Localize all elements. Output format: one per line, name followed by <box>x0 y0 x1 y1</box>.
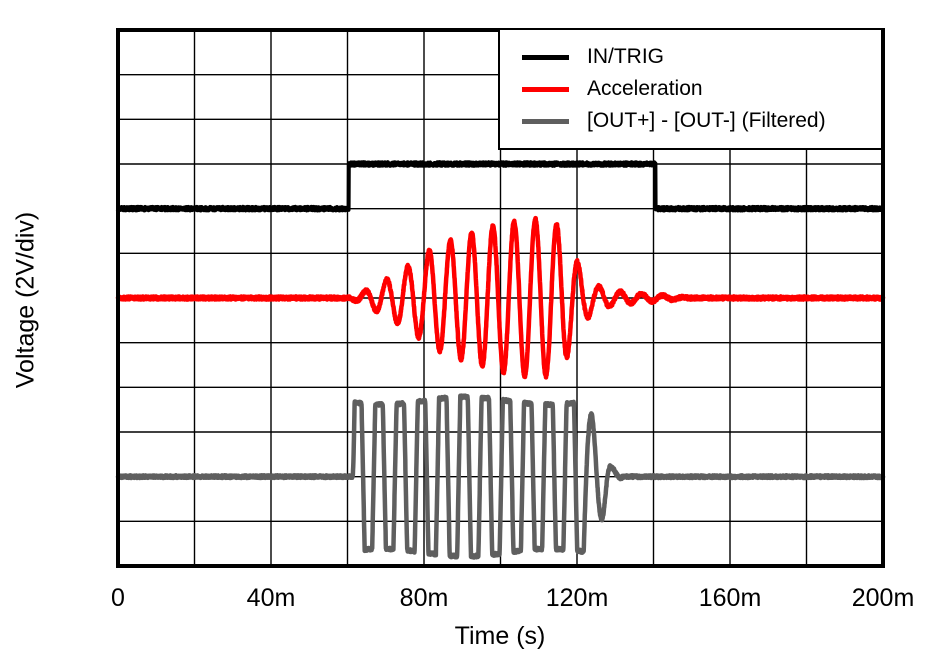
legend-item: [OUT+] - [OUT-] (Filtered) <box>522 108 881 134</box>
legend: IN/TRIG Acceleration [OUT+] - [OUT-] (Filt… <box>498 28 883 150</box>
trace-acceleration <box>115 215 886 380</box>
legend-line-swatch <box>522 54 569 60</box>
legend-line-swatch <box>522 118 569 124</box>
trace-in-trig <box>116 160 885 213</box>
trace--out-out-filtered- <box>115 393 886 560</box>
legend-item: Acceleration <box>522 76 881 102</box>
legend-label: Acceleration <box>587 77 703 100</box>
legend-line-swatch <box>522 86 569 92</box>
legend-item: IN/TRIG <box>522 44 881 70</box>
x-axis-label: Time (s) <box>454 622 546 650</box>
legend-label: [OUT+] - [OUT-] (Filtered) <box>587 109 826 132</box>
legend-label: IN/TRIG <box>587 45 664 68</box>
y-axis-label: Voltage (2V/div) <box>11 211 40 389</box>
